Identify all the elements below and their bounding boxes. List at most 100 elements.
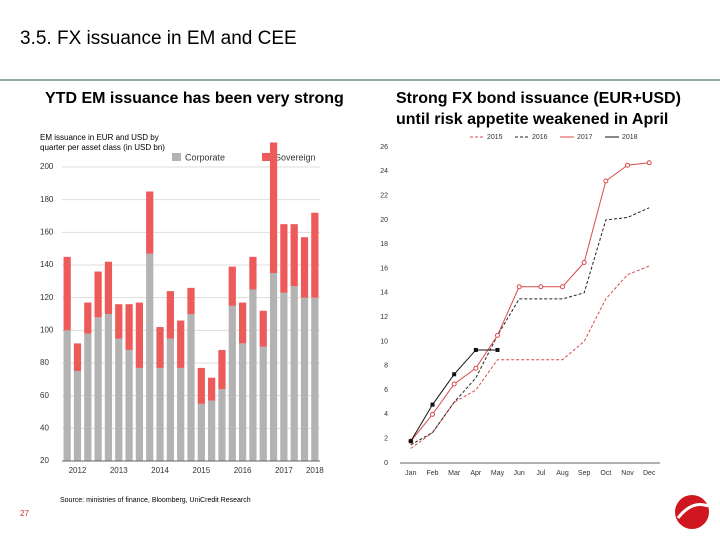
chart-title: YTD EM issuance has been very strong xyxy=(45,90,344,107)
y-tick-label: 26 xyxy=(380,144,388,151)
bar-segment xyxy=(228,305,236,461)
bar-segment xyxy=(311,212,319,298)
y-tick-label: 20 xyxy=(40,456,49,465)
bar-segment xyxy=(73,343,82,372)
x-tick-label: Apr xyxy=(470,470,482,477)
x-tick-label: May xyxy=(491,470,505,477)
bar-segment xyxy=(300,237,309,298)
legend-label: 2015 xyxy=(487,134,503,141)
bar-segment xyxy=(115,304,123,339)
point xyxy=(538,284,544,290)
x-tick-label: 2014 xyxy=(151,466,169,475)
bar-segment xyxy=(104,314,113,461)
x-tick-label: 2015 xyxy=(192,466,210,475)
logo xyxy=(675,495,709,529)
x-tick-label: Aug xyxy=(556,470,569,477)
y-tick-label: 8 xyxy=(384,363,388,370)
bar-segment xyxy=(259,310,267,347)
bar-segment xyxy=(208,377,216,401)
point xyxy=(473,347,478,352)
bar-segment xyxy=(166,291,174,339)
bar-segment xyxy=(135,302,144,368)
bar-segment xyxy=(177,367,185,461)
bar-segment xyxy=(115,338,123,461)
y-tick-label: 6 xyxy=(384,387,388,394)
y-tick-label: 2 xyxy=(384,436,388,443)
point xyxy=(408,439,413,444)
bar-segment xyxy=(156,367,164,461)
x-tick-label: 2012 xyxy=(69,466,87,475)
legend-swatch xyxy=(262,153,271,161)
x-tick-label: Jun xyxy=(514,470,525,477)
bar-segment xyxy=(84,333,92,461)
legend-label: 2018 xyxy=(622,134,638,141)
y-tick-label: 120 xyxy=(40,293,54,302)
x-tick-label: 2013 xyxy=(110,466,128,475)
bar-segment xyxy=(311,297,319,461)
y-tick-label: 16 xyxy=(380,265,388,272)
bar-segment xyxy=(94,271,102,318)
y-tick-label: 20 xyxy=(380,217,388,224)
point xyxy=(473,365,479,371)
point xyxy=(495,347,500,352)
bar-segment xyxy=(238,343,247,461)
x-tick-label: 2016 xyxy=(234,466,252,475)
bar-segment xyxy=(166,338,174,461)
bar-segment xyxy=(156,327,164,368)
bar-segment xyxy=(249,256,257,290)
y-tick-label: 12 xyxy=(380,314,388,321)
bar-segment xyxy=(125,349,133,461)
divider xyxy=(0,79,720,81)
bar-segment xyxy=(218,389,226,461)
bar-segment xyxy=(63,330,71,461)
bar-segment xyxy=(104,261,113,314)
bar-segment xyxy=(177,320,185,368)
bar-segment xyxy=(290,224,298,287)
y-tick-label: 100 xyxy=(40,325,54,334)
legend-swatch xyxy=(172,153,181,161)
y-tick-label: 180 xyxy=(40,195,54,204)
point xyxy=(495,332,500,338)
bar-segment xyxy=(94,317,102,461)
bar-segment xyxy=(197,367,205,404)
point xyxy=(452,372,457,377)
point xyxy=(430,411,435,417)
bar-segment xyxy=(249,289,257,461)
bar-segment xyxy=(135,367,144,461)
y-tick-label: 10 xyxy=(380,338,388,345)
bar-segment xyxy=(208,400,216,461)
x-tick-label: Jan xyxy=(405,470,416,477)
y-tick-label: 4 xyxy=(384,411,388,418)
x-tick-label: Oct xyxy=(600,470,611,477)
y-tick-label: 160 xyxy=(40,227,54,236)
slide-title: 3.5. FX issuance in EM and CEE xyxy=(20,28,297,49)
point xyxy=(625,162,630,168)
line-series xyxy=(410,349,498,442)
y-tick-label: 140 xyxy=(40,260,54,269)
bar-segment xyxy=(269,273,278,461)
bar-segment xyxy=(125,304,133,350)
bar-segment xyxy=(73,371,82,461)
y-tick-label: 80 xyxy=(40,358,49,367)
line-series xyxy=(410,207,650,446)
source: Source: ministries of finance, Bloomberg… xyxy=(60,497,251,504)
point xyxy=(430,402,435,407)
x-tick-label: 2017 xyxy=(275,466,293,475)
legend-label: 2016 xyxy=(532,134,548,141)
bar-segment xyxy=(197,403,205,461)
y-tick-label: 24 xyxy=(380,168,388,175)
line-series xyxy=(410,265,650,449)
bar-segment xyxy=(187,287,195,314)
x-tick-label: Dec xyxy=(643,470,656,477)
x-tick-label: Mar xyxy=(448,470,461,477)
y-tick-label: 60 xyxy=(40,391,49,400)
point xyxy=(560,284,565,290)
point xyxy=(603,178,609,184)
bar-segment xyxy=(146,191,154,254)
y-tick-label: 0 xyxy=(384,460,388,467)
y-tick-label: 40 xyxy=(40,423,49,432)
bar-segment xyxy=(187,314,195,461)
point xyxy=(451,381,457,387)
chart-title: Strong FX bond issuance (EUR+USD) until … xyxy=(396,90,681,128)
